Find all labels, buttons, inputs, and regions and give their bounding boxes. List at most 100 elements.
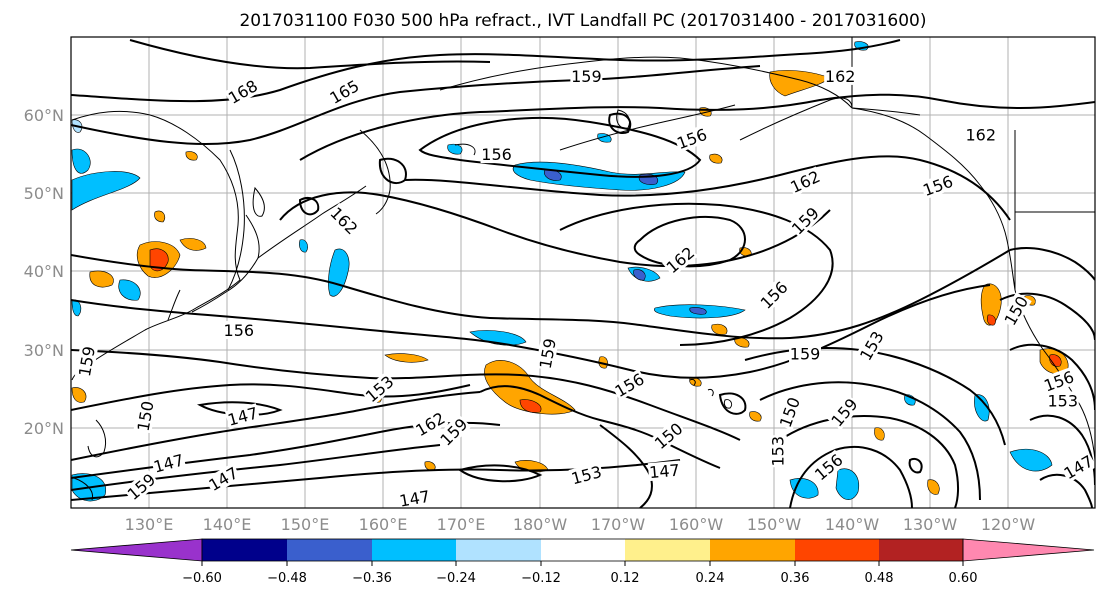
anomaly-patch <box>1049 354 1062 367</box>
contour-label-bg <box>480 145 513 164</box>
anomaly-patch <box>71 148 91 174</box>
contour-label-bg <box>535 336 559 371</box>
anomaly-patch <box>1009 448 1053 472</box>
anomaly-patch <box>927 479 940 495</box>
lat-tick-label: 20°N <box>24 419 64 438</box>
latitude-axis: 60°N 50°N 40°N 30°N 20°N <box>24 106 64 438</box>
colorbar-outline <box>201 538 964 562</box>
lon-tick-label: 160°W <box>669 515 724 534</box>
contour-label-bg <box>756 277 792 313</box>
colorbar-bin <box>541 539 625 561</box>
colorbar-tick-label: 0.48 <box>865 571 894 586</box>
contour-label: 156 <box>224 321 255 340</box>
colorbar-tick-label: 0.36 <box>781 571 810 586</box>
contour-label-bg <box>361 371 398 406</box>
contour-label-bg <box>1060 451 1095 483</box>
contour-label-bg <box>435 414 472 450</box>
colorbar-tick-label: −0.12 <box>521 571 561 586</box>
lon-tick-label: 130°W <box>903 515 958 534</box>
anomaly-patch <box>835 468 860 500</box>
contour-label: 153 <box>769 436 788 467</box>
contour-label-bg <box>650 418 687 453</box>
lat-tick-label: 60°N <box>24 106 64 125</box>
colorbar-bin <box>879 539 963 561</box>
anomaly-patch <box>179 238 207 251</box>
colorbar-tick-label: −0.36 <box>352 571 392 586</box>
contour-label-bg <box>810 449 847 485</box>
anomaly-patch <box>328 248 350 297</box>
anomaly-patch <box>89 270 114 288</box>
anomaly-patch <box>974 394 990 422</box>
lat-tick-label: 40°N <box>24 262 64 281</box>
anomaly-patch <box>118 279 141 301</box>
contour-label-bg <box>133 398 157 434</box>
lat-tick-label: 30°N <box>24 341 64 360</box>
contour-label-bg <box>789 344 822 363</box>
colorbar-bin <box>795 539 879 561</box>
colorbar-tick-label: 0.60 <box>949 571 978 586</box>
contour-label-bg <box>570 66 603 85</box>
contour-label-bg <box>1000 292 1032 329</box>
anomaly-patch <box>689 307 707 315</box>
colorbar-bin <box>625 539 710 561</box>
lon-tick-label: 130°E <box>125 515 174 534</box>
contour-label: 156 <box>481 145 512 164</box>
contour-label-bg <box>787 202 823 239</box>
lon-tick-label: 140°W <box>825 515 880 534</box>
contour-label-bg <box>568 461 605 488</box>
lon-tick-label: 150°E <box>281 515 330 534</box>
anomaly-patch <box>749 411 762 422</box>
contour-label-bg <box>397 486 432 508</box>
contour-label-bg <box>964 125 997 144</box>
contour-label-bg <box>786 166 824 197</box>
contour-label: 162 <box>825 67 856 86</box>
anomaly-patch <box>987 314 996 326</box>
contour-label-bg <box>826 394 862 431</box>
anomaly-patch <box>299 239 308 253</box>
lon-tick-label: 180°W <box>513 515 568 534</box>
contour-label-bg <box>610 368 648 401</box>
colorbar-bin <box>202 539 287 561</box>
anomaly-patch <box>709 153 723 164</box>
contour-label: 147 <box>648 461 680 483</box>
anomaly-patch <box>384 353 429 363</box>
contour-label-bg <box>1040 366 1077 395</box>
contour-label-bg <box>673 124 710 153</box>
colorbar-tick-label: −0.60 <box>182 571 222 586</box>
contour-label-bg <box>768 435 787 468</box>
contour-label-bg <box>1046 391 1079 410</box>
contour-label: 159 <box>571 67 602 86</box>
colorbar-extend-low <box>70 538 203 562</box>
anomaly-patch <box>154 210 166 223</box>
colorbar-ticks <box>201 561 964 566</box>
contour-label-bg <box>204 462 242 495</box>
contour-label-bg <box>411 408 449 440</box>
colorbar-tick-label: 0.12 <box>611 571 640 586</box>
colorbar-bin <box>710 539 795 561</box>
contour-label: 162 <box>965 126 996 145</box>
contour-label: 147 <box>398 487 431 511</box>
refractivity-contours <box>71 39 1095 508</box>
contour-label-bg <box>775 394 804 431</box>
contour-label-bg <box>326 202 362 239</box>
colorbar-bin <box>456 539 541 561</box>
contour-label-bg <box>150 450 187 476</box>
contour-label-bg <box>222 321 255 340</box>
lon-tick-label: 170°E <box>437 515 486 534</box>
anomaly-patch <box>633 269 646 281</box>
map-border <box>70 36 1096 509</box>
contour-label-bg <box>123 469 160 504</box>
anomaly-patch <box>71 387 87 403</box>
colorbar-bin <box>287 539 372 561</box>
anomaly-patch <box>185 151 198 161</box>
contour-label-bg <box>74 344 99 379</box>
anomaly-patch <box>519 399 542 413</box>
anomaly-patch <box>149 248 169 272</box>
coastlines <box>71 37 1095 501</box>
lon-tick-label: 120°W <box>981 515 1036 534</box>
map-title: 2017031100 F030 500 hPa refract., IVT La… <box>239 11 926 31</box>
colorbar-extend-high <box>962 538 1095 562</box>
colorbar-tick-label: −0.48 <box>267 571 307 586</box>
